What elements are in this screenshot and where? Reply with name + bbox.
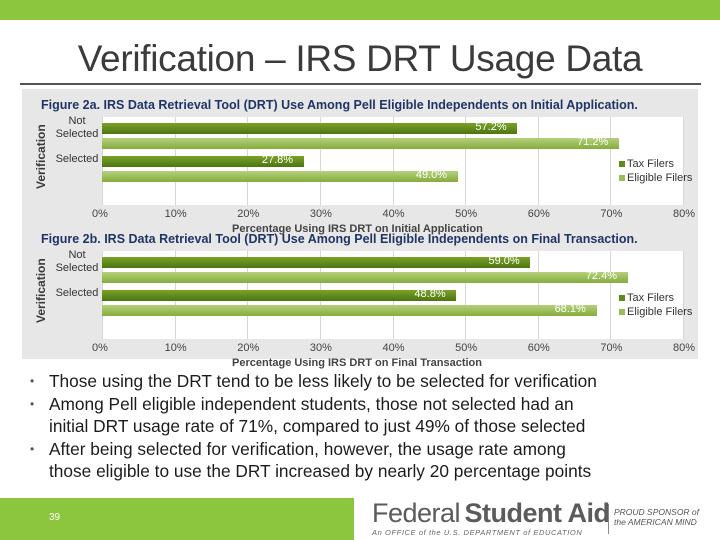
bullet-item: • Those using the DRT tend to be less li… xyxy=(30,370,710,393)
bar-tax-filers xyxy=(102,156,304,167)
gridline xyxy=(683,251,684,339)
bar-value-label: 57.2% xyxy=(475,121,507,133)
bullet-list: • Those using the DRT tend to be less li… xyxy=(30,370,710,483)
bullet-item: • Among Pell eligible independent studen… xyxy=(30,393,710,438)
logo-federal-text: Federal xyxy=(372,498,461,528)
x-tick-label: 20% xyxy=(237,342,260,354)
chart-legend: Tax Filers Eligible Filers xyxy=(619,157,692,185)
title-underline xyxy=(20,83,701,85)
legend-item: Tax Filers xyxy=(619,157,692,171)
bar-value-label: 72.4% xyxy=(585,270,617,282)
x-tick-label: 50% xyxy=(455,342,478,354)
chart-legend: Tax Filers Eligible Filers xyxy=(619,291,692,319)
bullet-text: initial DRT usage rate of 71%, compared … xyxy=(49,416,586,436)
slide-title: Verification – IRS DRT Usage Data xyxy=(77,38,643,79)
legend-item: Tax Filers xyxy=(619,291,692,305)
bar-tax-filers xyxy=(102,290,457,301)
legend-swatch xyxy=(619,309,625,316)
bar-value-label: 49.0% xyxy=(415,169,448,181)
x-tick-label: 40% xyxy=(382,208,405,220)
proud-line-1: PROUD SPONSOR of xyxy=(614,507,700,517)
gridline xyxy=(537,251,539,339)
logo-divider xyxy=(608,504,609,534)
x-tick-label: 60% xyxy=(527,208,550,220)
figure-box: Figure 2a. IRS Data Retrieval Tool (DRT)… xyxy=(22,89,698,369)
bar-eligible-filers xyxy=(102,171,458,182)
y-axis-label: Verification xyxy=(34,258,48,323)
bar-value-label: 68.1% xyxy=(554,303,586,315)
x-tick-label: 10% xyxy=(164,208,187,220)
x-tick-label: 20% xyxy=(237,208,260,220)
bullet-text: Among Pell eligible independent students… xyxy=(49,393,574,414)
footer-green-band: 39 xyxy=(0,498,354,540)
category-label: Selected xyxy=(55,287,99,299)
proud-sponsor-text: PROUD SPONSOR of the AMERICAN MIND xyxy=(614,507,699,527)
top-accent-bar xyxy=(0,0,720,20)
x-tick-label: 40% xyxy=(382,342,405,354)
x-axis-label: Percentage Using IRS DRT on Final Transa… xyxy=(232,357,482,369)
legend-swatch xyxy=(619,295,625,302)
x-tick-label: 80% xyxy=(673,342,696,354)
x-tick-label: 30% xyxy=(309,208,332,220)
figure-2a-title: Figure 2a. IRS Data Retrieval Tool (DRT)… xyxy=(41,98,638,112)
category-label: Selected xyxy=(55,153,99,165)
x-axis-label: Percentage Using IRS DRT on Initial Appl… xyxy=(232,223,483,235)
legend-label: Tax Filers xyxy=(627,292,675,304)
bar-value-label: 71.2% xyxy=(577,136,609,148)
bar-tax-filers xyxy=(102,257,531,268)
legend-label: Eligible Filers xyxy=(627,172,693,184)
legend-swatch xyxy=(619,175,625,182)
category-label: Not Selected xyxy=(55,115,99,140)
federal-student-aid-logo: Federal Student Aid An OFFICE of the U.S… xyxy=(372,498,610,537)
x-tick-label: 80% xyxy=(673,208,696,220)
footer: 39 Federal Student Aid An OFFICE of the … xyxy=(0,498,720,540)
bullet-text: Those using the DRT tend to be less like… xyxy=(49,371,597,391)
gridline xyxy=(319,117,321,205)
gridline xyxy=(683,117,684,205)
proud-line-2: the AMERICAN MIND xyxy=(614,517,697,527)
x-tick-label: 60% xyxy=(527,342,550,354)
gridline xyxy=(465,117,467,205)
chart-panel-2a: Verification Not Selected Selected 57.2% 71.2… xyxy=(33,113,698,244)
gridline xyxy=(610,117,612,205)
gridline xyxy=(392,117,394,205)
logo-subtitle: An OFFICE of the U.S. DEPARTMENT of EDUC… xyxy=(372,528,583,537)
category-label: Not Selected xyxy=(55,249,99,274)
figure-2b-title: Figure 2b. IRS Data Retrieval Tool (DRT)… xyxy=(41,232,638,246)
chart-panel-2b: Verification Not Selected Selected 59.0% 72.4… xyxy=(33,247,698,378)
gridline xyxy=(610,251,612,339)
legend-label: Eligible Filers xyxy=(627,306,693,318)
bar-tax-filers xyxy=(102,123,518,134)
bullet-dot-icon: • xyxy=(30,441,35,456)
y-axis-label: Verification xyxy=(34,124,48,189)
bullet-dot-icon: • xyxy=(30,374,35,388)
x-tick-label: 0% xyxy=(92,208,108,220)
legend-label: Tax Filers xyxy=(627,158,675,170)
gridline xyxy=(537,117,539,205)
x-tick-label: 30% xyxy=(309,342,332,354)
bar-eligible-filers xyxy=(102,138,620,149)
bullet-item: • After being selected for verification,… xyxy=(30,438,710,483)
bar-value-label: 48.8% xyxy=(414,288,446,300)
bullet-text: those eligible to use the DRT increased … xyxy=(49,461,592,481)
bar-eligible-filers xyxy=(102,305,597,316)
x-tick-label: 70% xyxy=(600,342,623,354)
bullet-dot-icon: • xyxy=(30,396,35,411)
bar-value-label: 59.0% xyxy=(488,255,520,267)
legend-swatch xyxy=(619,161,625,168)
bullet-text: After being selected for verification, h… xyxy=(49,438,566,459)
x-tick-label: 70% xyxy=(600,208,623,220)
x-tick-label: 50% xyxy=(455,208,478,220)
bar-eligible-filers xyxy=(102,272,628,283)
bar-value-label: 27.8% xyxy=(261,154,294,166)
x-tick-label: 0% xyxy=(92,342,108,354)
legend-item: Eligible Filers xyxy=(619,305,692,319)
x-tick-label: 10% xyxy=(164,342,187,354)
logo-student-aid-text: Student Aid xyxy=(464,498,610,528)
gridline xyxy=(465,251,467,339)
page-number: 39 xyxy=(49,512,61,523)
legend-item: Eligible Filers xyxy=(619,171,692,185)
